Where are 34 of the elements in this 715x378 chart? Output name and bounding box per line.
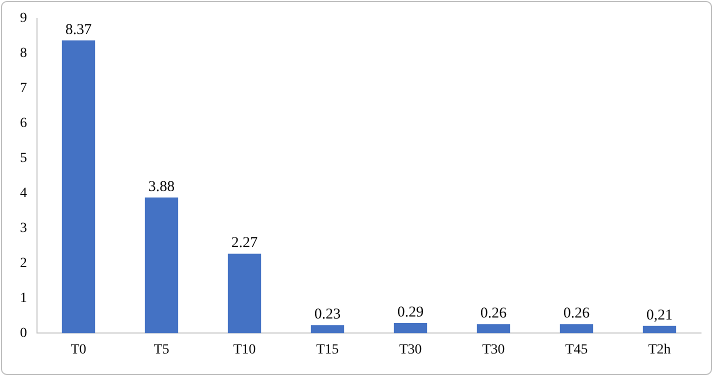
- y-tick-label: 6: [20, 116, 27, 132]
- data-label: 0.26: [480, 306, 508, 322]
- y-tick-label: 8: [20, 46, 27, 62]
- bar: [476, 324, 510, 334]
- y-tick-label: 4: [20, 186, 27, 201]
- y-tick-label: 9: [20, 11, 27, 26]
- bar: [310, 325, 344, 334]
- x-tick-label: T30: [399, 342, 422, 358]
- data-label: 0.29: [397, 304, 424, 320]
- bar: [144, 197, 178, 334]
- data-label: 3.88: [148, 178, 175, 195]
- data-label: 8.37: [65, 22, 92, 38]
- data-label: 0,21: [646, 307, 673, 324]
- bar: [642, 326, 676, 334]
- x-tick-label: T10: [233, 342, 256, 358]
- bar: [62, 40, 96, 334]
- x-tick-label: T15: [316, 342, 339, 358]
- x-tick-label: T0: [70, 342, 86, 358]
- x-tick-label: T2h: [648, 342, 671, 358]
- y-tick-label: 2: [20, 256, 27, 271]
- bar: [560, 324, 594, 334]
- data-label: 0.23: [314, 306, 341, 323]
- data-label: 2.27: [231, 235, 258, 252]
- x-tick-label: T30: [482, 342, 505, 358]
- x-tick-label: T45: [565, 342, 588, 358]
- y-tick-label: 1: [20, 290, 27, 306]
- y-tick-label: 3: [20, 220, 27, 236]
- y-tick-label: 0: [20, 326, 27, 341]
- y-tick-label: 5: [20, 150, 27, 166]
- y-tick-label: 7: [20, 81, 27, 96]
- x-tick-label: T5: [154, 342, 170, 358]
- data-label: 0.26: [563, 306, 590, 322]
- bar: [228, 254, 262, 334]
- bar: [394, 323, 428, 334]
